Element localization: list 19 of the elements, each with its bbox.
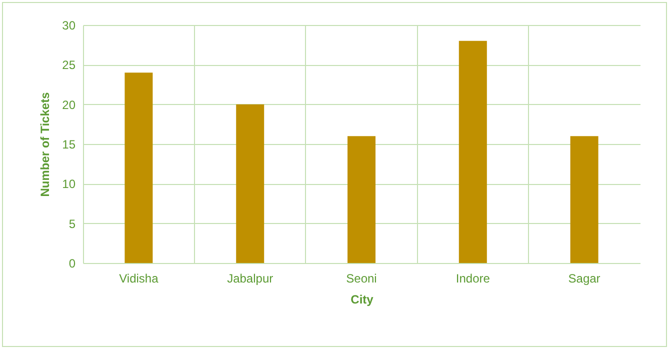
y-tick-label: 5 [68, 216, 76, 231]
y-tick-label: 0 [68, 256, 76, 270]
y-tick-label: 30 [62, 18, 76, 32]
bar [570, 136, 598, 263]
bar [236, 104, 264, 263]
y-tick-label: 25 [62, 58, 76, 72]
x-tick-label: Indore [456, 272, 490, 286]
y-tick-label: 15 [62, 138, 76, 152]
x-tick-label: Vidisha [119, 272, 159, 286]
y-axis-title: Number of Tickets [38, 92, 52, 197]
bar [124, 72, 153, 263]
x-tick-label: Jabalpur [227, 272, 274, 286]
bar [348, 136, 376, 263]
y-tick-label: 20 [62, 98, 76, 112]
x-tick-label: Sagar [568, 272, 600, 286]
x-axis-title: City [350, 292, 374, 306]
x-tick-label: Seoni [346, 272, 377, 286]
bar [458, 40, 487, 263]
y-tick-label: 10 [62, 177, 76, 192]
